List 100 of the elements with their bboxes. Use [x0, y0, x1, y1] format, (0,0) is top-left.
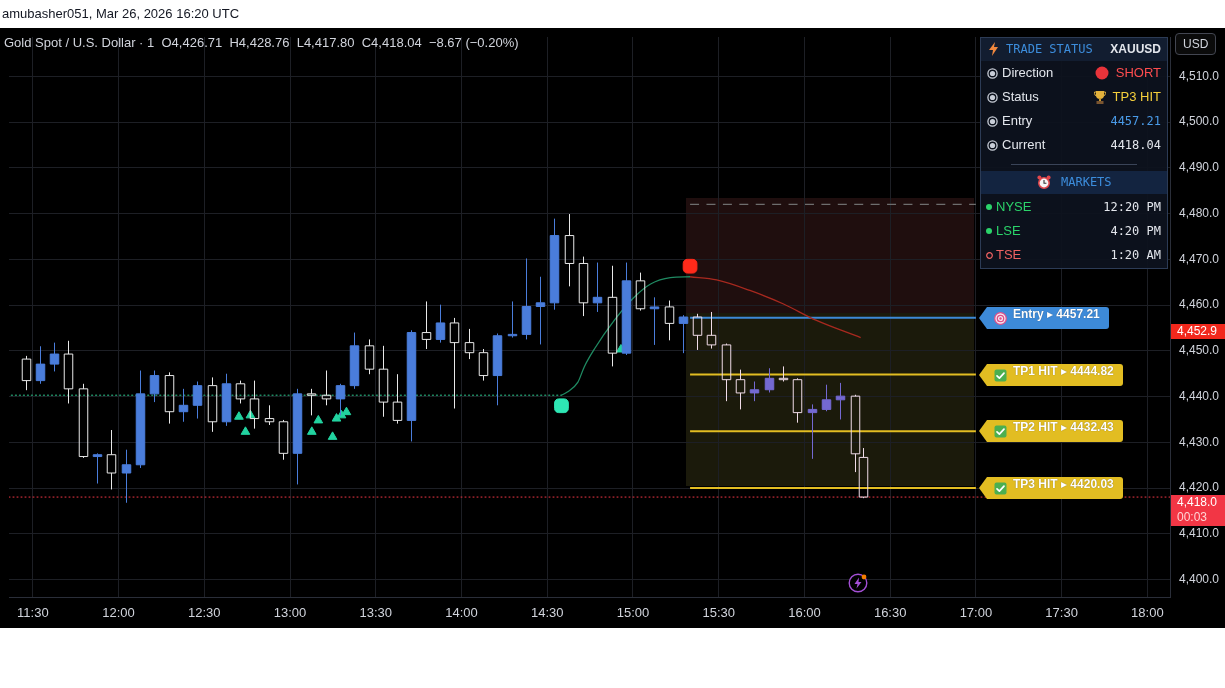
candlestick — [306, 388, 317, 416]
x-tick-label: 13:00 — [273, 605, 307, 621]
point — [234, 411, 244, 420]
candlestick — [149, 370, 160, 403]
chart-subtitle: amubasher051, Mar 26, 2026 16:20 UTC — [2, 5, 240, 23]
candlestick — [521, 257, 532, 340]
y-tick-label: 4,400.0 — [1179, 571, 1220, 586]
point — [682, 258, 698, 274]
candlestick — [406, 329, 417, 442]
candlestick — [321, 370, 332, 406]
candlestick — [678, 314, 689, 354]
y-tick-label: 4,510.0 — [1179, 68, 1220, 83]
annotation: Entry — [1002, 113, 1033, 129]
candlestick — [592, 262, 603, 313]
x-tick-label: 16:30 — [873, 605, 907, 621]
x-tick-label: 13:30 — [359, 605, 393, 621]
text: TP1 HIT ▸ 4444.82 — [1013, 364, 1114, 380]
candlestick — [807, 403, 818, 460]
y-tick-label: 4,420.0 — [1179, 480, 1220, 495]
x-tick-label: 17:30 — [1045, 605, 1078, 621]
candlestick — [478, 348, 489, 382]
candlestick — [749, 381, 760, 402]
candlestick — [649, 296, 660, 346]
text: Entry ▸ 4457.21 — [1013, 307, 1100, 323]
annotation: Status — [1002, 89, 1039, 105]
candlestick — [692, 313, 703, 351]
candlestick — [635, 272, 646, 312]
candlestick — [292, 388, 303, 485]
ref-line-label: 4,418.0 — [1177, 495, 1218, 510]
candlestick — [92, 452, 103, 485]
candlestick — [721, 343, 732, 402]
y-tick-label: 4,500.0 — [1179, 114, 1220, 129]
annotation: TP3 HIT — [1112, 89, 1161, 105]
x-tick-label: 15:00 — [616, 605, 650, 621]
candlestick — [764, 367, 775, 393]
annotation: 4418.04 — [1110, 137, 1161, 153]
candlestick — [464, 328, 475, 360]
line-series — [689, 276, 862, 339]
text: TP2 HIT ▸ 4432.43 — [1013, 420, 1114, 436]
annotation: Current — [1002, 137, 1046, 153]
point — [327, 431, 338, 440]
candlestick — [164, 371, 175, 425]
candlestick — [492, 332, 503, 406]
candlestick — [221, 373, 232, 427]
candlestick — [49, 342, 60, 372]
candlestick — [578, 256, 589, 317]
candlestick — [507, 300, 518, 339]
y-tick-label: 4,410.0 — [1179, 526, 1220, 541]
candlestick — [35, 345, 46, 385]
y-tick-label: 4,460.0 — [1179, 297, 1220, 312]
x-tick-label: 12:00 — [102, 605, 135, 621]
candlestick — [78, 383, 89, 459]
candlestick — [607, 265, 618, 367]
y-tick-label: 4,470.0 — [1179, 251, 1220, 266]
y-tick-label: 4,430.0 — [1179, 434, 1220, 449]
annotation: 1:20 AM — [1110, 247, 1161, 263]
candlestick — [135, 370, 146, 469]
candlestick — [858, 447, 869, 499]
candlestick — [421, 300, 432, 350]
candlestick — [706, 311, 717, 350]
candlestick — [364, 338, 375, 375]
candlestick — [621, 262, 632, 356]
text: 4,452.9 — [1177, 323, 1218, 338]
annotation: SHORT — [1115, 65, 1161, 81]
annotation: XAUUSD — [1110, 42, 1161, 57]
annotation: NYSE — [996, 199, 1032, 215]
candlestick — [549, 218, 560, 311]
candlestick — [821, 384, 832, 412]
candlestick — [778, 365, 789, 383]
candlestick — [21, 355, 32, 391]
candlestick — [535, 276, 546, 345]
candlestick — [449, 317, 460, 409]
point — [313, 414, 324, 424]
text: TP3 HIT ▸ 4420.03 — [1013, 477, 1114, 493]
annotation: LSE — [996, 223, 1021, 239]
candlestick — [378, 345, 389, 418]
annotation: TSE — [996, 247, 1022, 263]
point — [306, 426, 317, 435]
candlestick — [278, 419, 289, 461]
x-tick-label: 11:30 — [17, 605, 49, 621]
point — [554, 398, 569, 414]
annotation: Direction — [1002, 65, 1054, 81]
text: TRADE STATUS — [1006, 42, 1093, 57]
chart-title: Gold Spot / U.S. Dollar · 1 O4,426.71 H4,428.76 L4,417.80 C4,418.04 −8.67 (−0.20%) — [4, 35, 519, 50]
candlestick — [235, 380, 246, 404]
candlestick — [735, 369, 746, 410]
x-tick-label: 14:30 — [530, 605, 564, 621]
annotation: MARKETS — [1061, 175, 1112, 190]
y-axis-title: USD — [1175, 33, 1217, 55]
point — [240, 426, 251, 435]
candlestick — [850, 394, 861, 473]
text: 00:03 — [1177, 510, 1208, 525]
x-tick-label: 17:00 — [959, 605, 993, 621]
annotation: 4:20 PM — [1110, 223, 1161, 239]
candlestick — [63, 340, 74, 404]
y-tick-label: 4,450.0 — [1179, 343, 1220, 358]
candlestick — [792, 377, 803, 424]
candlestick — [249, 380, 260, 430]
x-tick-label: 18:00 — [1131, 605, 1164, 621]
candlestick — [264, 404, 275, 426]
